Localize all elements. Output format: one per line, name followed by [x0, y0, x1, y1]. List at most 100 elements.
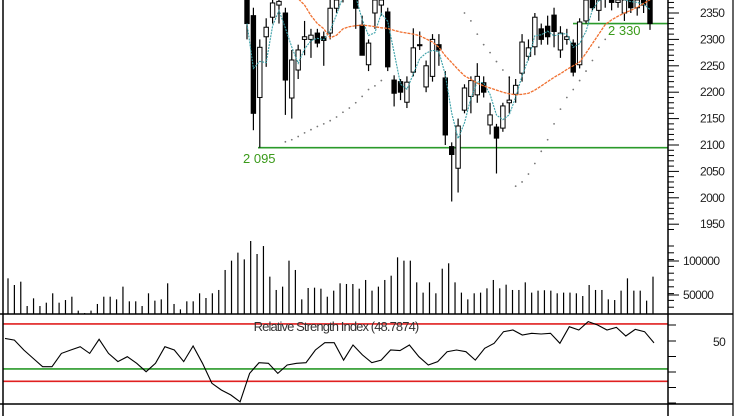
sar-dot [553, 122, 555, 125]
candle-body-down [551, 14, 557, 32]
level-label-2330: 2 330 [608, 23, 641, 38]
candle [628, 0, 634, 13]
candle [263, 18, 269, 67]
sar-dot [374, 84, 376, 87]
sar-dot [310, 128, 312, 131]
candle-body-up [429, 38, 436, 77]
candle-body-up [557, 32, 564, 51]
sar-dot [514, 185, 517, 188]
candle-body-down [589, 0, 596, 9]
sar-dot [335, 116, 338, 118]
candle [455, 118, 461, 193]
candle-body-up [532, 16, 538, 48]
price-axis-label: 1950 [700, 217, 725, 231]
candle-body-up [576, 21, 583, 66]
candle [487, 102, 493, 135]
candle-body-down [647, 0, 653, 25]
candle [576, 18, 583, 69]
sar-dot [482, 43, 485, 46]
sar-dot [572, 88, 575, 91]
candle-body-up [506, 99, 512, 104]
candle [295, 44, 301, 79]
volume-axis-label: 50000 [683, 288, 714, 302]
axes: 2350 2300 2250 2200 2150 2100 2050 2000 1950 1000… [668, 1, 727, 404]
level-label-2095: 2 095 [243, 151, 276, 166]
sar-dot [290, 138, 293, 141]
candle [557, 26, 564, 58]
candle-body-up [410, 47, 417, 73]
price-axis-label: 2150 [700, 112, 725, 126]
candle [327, 0, 333, 40]
candle [570, 39, 576, 77]
candle-body-down [385, 11, 391, 68]
candle-body-up [269, 2, 276, 18]
sar-dot [604, 38, 607, 41]
candle [448, 142, 455, 202]
sar-dot [578, 79, 581, 82]
sar-dot [501, 69, 504, 71]
candle-body-up [564, 36, 570, 40]
sar-dot [559, 108, 562, 110]
candle-body-down [570, 42, 576, 73]
candle-body-down [359, 24, 365, 56]
candle [647, 0, 653, 30]
price-panel: 2 095 2 330 [243, 0, 668, 202]
candle-body-down [282, 12, 289, 81]
candle-body-down [448, 146, 455, 156]
candle [461, 84, 468, 114]
sar-dot [463, 12, 466, 14]
candle [372, 0, 378, 29]
candle [244, 0, 250, 40]
sar-dot [361, 95, 364, 98]
candle-body-down [417, 44, 423, 47]
candle [544, 15, 551, 45]
sar-dot [521, 181, 523, 183]
sar-dot [322, 122, 325, 125]
price-axis-label: 2050 [700, 164, 725, 178]
candle [282, 7, 289, 115]
candle [385, 7, 391, 72]
candle [359, 15, 365, 56]
candle [391, 75, 397, 107]
candle-body-up [615, 0, 621, 3]
candlesticks [244, 0, 653, 202]
long-moving-average-line [298, 0, 651, 96]
sar-dot [540, 150, 543, 153]
candle [500, 102, 506, 132]
price-axis-label: 2300 [700, 32, 725, 46]
candle [257, 39, 263, 148]
candle [353, 0, 359, 29]
sar-dot [597, 46, 600, 49]
volume-axis-label: 100000 [683, 254, 720, 268]
sar-dot [329, 119, 332, 122]
rsi-line [4, 320, 655, 403]
candle-body-up [519, 41, 525, 74]
candle [493, 123, 500, 174]
candle [551, 7, 557, 48]
sar-dot [495, 60, 498, 63]
candle-body-up [583, 0, 589, 22]
candle [404, 76, 410, 109]
candle [269, 0, 276, 24]
sar-dot [533, 162, 536, 165]
candle-body-up [301, 36, 308, 40]
price-axis-label: 2000 [700, 191, 725, 205]
rsi-reference-lines [3, 323, 668, 383]
short-moving-average-line [246, 0, 651, 141]
candle-body-up [500, 105, 506, 129]
sar-dot [348, 107, 351, 109]
candle [333, 0, 340, 13]
candle-body-down [436, 44, 442, 51]
sar-dot [342, 111, 344, 114]
candle-body-up [308, 34, 314, 40]
candle [365, 39, 372, 72]
sar-dot [380, 79, 383, 82]
candle [589, 0, 596, 11]
candle-body-up [276, 0, 282, 6]
candle-body-down [480, 82, 487, 93]
sar-dot [367, 88, 370, 91]
candle-body-up [455, 125, 461, 169]
candle-body-down [244, 0, 250, 25]
candle-body-up [378, 0, 385, 6]
